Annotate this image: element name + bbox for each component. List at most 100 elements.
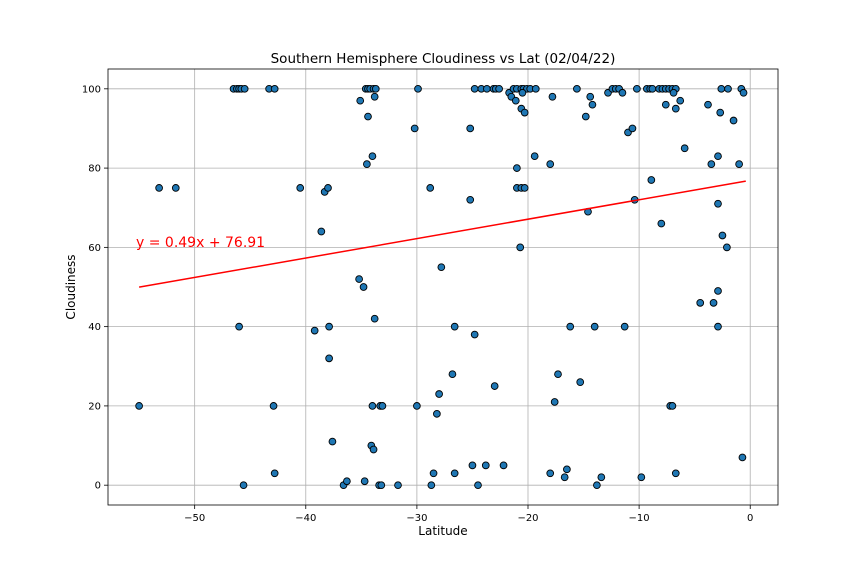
data-point — [716, 108, 725, 117]
data-point — [671, 104, 680, 113]
data-point — [661, 100, 670, 109]
data-point — [448, 370, 457, 379]
regression-layer — [138, 180, 746, 288]
data-point — [588, 100, 597, 109]
x-tick-label: −50 — [184, 513, 205, 524]
data-point — [563, 465, 571, 474]
data-point — [648, 84, 657, 93]
grid — [108, 69, 778, 505]
data-point — [310, 326, 319, 335]
data-point — [468, 461, 477, 470]
data-point — [360, 477, 369, 486]
data-point — [410, 124, 419, 133]
data-point — [437, 263, 446, 272]
y-tick-label: 60 — [88, 243, 101, 254]
data-point — [516, 243, 525, 252]
data-point — [637, 473, 646, 482]
axis-ticks: −50 −40 −30 −20 −10 0 0 20 40 60 80 100 — [82, 84, 754, 524]
data-point — [586, 92, 595, 101]
data-point — [414, 84, 422, 93]
data-point — [426, 184, 435, 192]
data-point — [359, 283, 368, 291]
data-point — [429, 469, 438, 478]
data-point — [709, 299, 718, 307]
data-point — [530, 152, 539, 161]
data-point — [325, 322, 333, 331]
data-point — [576, 378, 585, 386]
data-point — [676, 96, 685, 105]
x-tick-label: 0 — [747, 513, 753, 524]
data-point — [328, 437, 337, 446]
data-point — [657, 219, 666, 228]
data-point — [377, 481, 386, 490]
data-point — [171, 184, 180, 192]
data-point — [714, 322, 722, 331]
data-point — [450, 322, 459, 331]
y-axis-label: Cloudiness — [64, 254, 78, 319]
data-point — [343, 477, 351, 486]
data-point — [435, 390, 443, 398]
data-point — [495, 84, 503, 93]
data-point — [581, 112, 590, 121]
data-point — [714, 199, 722, 208]
x-tick-label: −30 — [406, 513, 427, 524]
data-point — [355, 275, 363, 283]
data-point — [513, 164, 521, 172]
data-point — [378, 402, 387, 410]
data-point — [704, 100, 712, 109]
data-point — [548, 92, 557, 101]
data-point — [483, 84, 491, 93]
data-point — [628, 124, 637, 133]
data-point — [520, 184, 529, 192]
data-point — [470, 330, 479, 339]
y-tick-label: 80 — [88, 164, 101, 175]
chart-title: Southern Hemisphere Cloudiness vs Lat (0… — [271, 51, 616, 67]
data-point — [566, 322, 575, 331]
data-point — [618, 88, 627, 97]
data-point — [531, 84, 540, 93]
data-point — [729, 116, 738, 125]
data-point — [325, 354, 333, 363]
data-point — [370, 314, 379, 323]
data-point — [481, 461, 490, 470]
data-point — [466, 195, 475, 204]
data-point — [739, 88, 748, 97]
data-point — [723, 243, 731, 252]
data-point — [647, 176, 656, 184]
data-point — [620, 322, 629, 331]
regression-equation-label: y = 0.49x + 76.91 — [136, 235, 265, 251]
data-point — [560, 473, 569, 482]
data-point — [269, 402, 278, 410]
data-point — [546, 469, 555, 478]
data-point — [680, 144, 689, 153]
data-point — [356, 96, 365, 105]
data-point — [135, 402, 143, 410]
data-point — [371, 84, 380, 93]
x-tick-label: −40 — [295, 513, 316, 524]
data-point — [707, 160, 716, 168]
data-point — [296, 184, 305, 192]
data-point — [696, 299, 705, 307]
plot-frame — [107, 68, 779, 506]
data-point — [714, 152, 722, 161]
data-point — [554, 370, 562, 379]
data-point — [724, 84, 732, 93]
data-point — [597, 473, 606, 482]
data-points — [135, 84, 748, 490]
data-point — [270, 469, 279, 478]
y-tick-label: 40 — [88, 322, 101, 333]
data-point — [520, 108, 529, 117]
data-point — [669, 88, 678, 97]
x-tick-label: −20 — [517, 513, 538, 524]
data-point — [470, 84, 479, 93]
data-point — [427, 481, 436, 490]
data-point — [317, 227, 326, 236]
data-point — [155, 184, 163, 192]
data-point — [370, 92, 379, 101]
data-point — [490, 382, 499, 390]
data-point — [474, 481, 482, 490]
data-point — [239, 481, 248, 490]
data-point — [550, 398, 559, 406]
data-point — [573, 84, 581, 93]
